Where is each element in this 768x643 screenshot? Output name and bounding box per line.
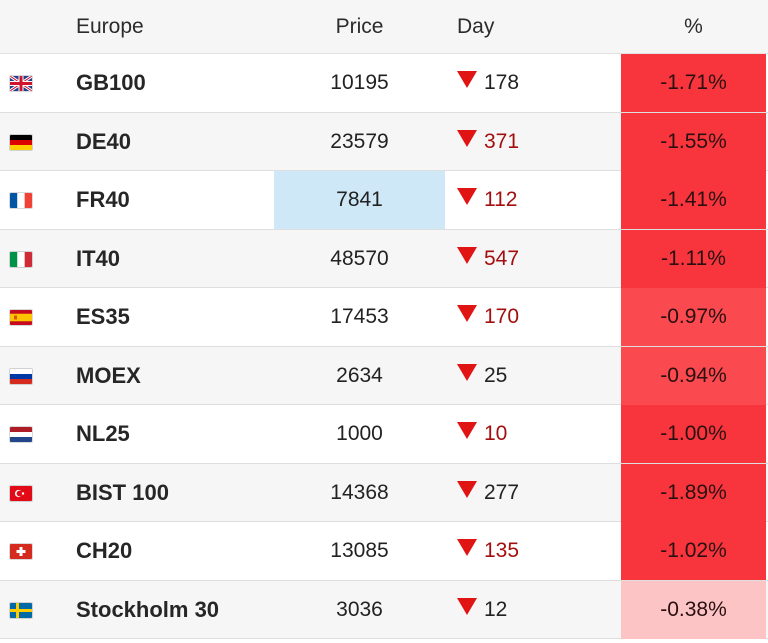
percent-header[interactable]: % [684, 15, 703, 38]
price-cell: 10195 [330, 71, 389, 94]
spain-flag-icon [10, 310, 32, 325]
table-row[interactable]: IT40 48570 547 -1.11% [0, 229, 768, 288]
percent-change-cell: -1.00% [621, 405, 766, 463]
day-change-cell: 178 [484, 71, 520, 94]
percent-change-cell: -1.89% [621, 463, 766, 522]
table-row[interactable]: BIST 100 14368 277 -1.89% [0, 463, 768, 522]
percent-change-cell: -0.38% [621, 580, 766, 639]
day-change-cell: 112 [484, 188, 518, 211]
percent-change-cell: -1.11% [621, 229, 766, 288]
price-header[interactable]: Price [335, 15, 384, 38]
down-arrow-icon [457, 480, 477, 498]
table-row[interactable]: DE40 23579 371 -1.55% [0, 112, 768, 171]
day-change-cell: 170 [484, 305, 520, 328]
table-row[interactable]: ES35 17453 170 -0.97% [0, 288, 768, 347]
day-change-cell: 25 [484, 363, 508, 387]
germany-flag-icon [10, 134, 32, 150]
table-row[interactable]: NL25 1000 10 -1.00% [0, 405, 768, 464]
day-change-header[interactable]: Day [457, 15, 495, 38]
index-name[interactable]: CH20 [76, 538, 133, 563]
switzerland-flag-icon [10, 544, 32, 559]
down-arrow-icon [457, 188, 477, 205]
down-arrow-icon [457, 597, 477, 615]
italy-flag-icon [10, 251, 32, 267]
table-row[interactable]: GB100 10195 178 -1.71% [0, 54, 768, 113]
down-arrow-icon [457, 363, 477, 381]
day-change-cell: 547 [484, 246, 520, 270]
price-cell: 2634 [336, 363, 383, 387]
price-cell: 23579 [330, 129, 389, 153]
down-arrow-icon [457, 305, 477, 322]
index-name[interactable]: Stockholm 30 [76, 596, 220, 622]
table-row[interactable]: MOEX 2634 25 -0.94% [0, 346, 768, 405]
percent-change-cell: -0.97% [621, 288, 766, 346]
day-change-cell: 135 [484, 539, 520, 562]
turkey-flag-icon [10, 485, 32, 501]
day-change-cell: 371 [484, 129, 520, 153]
region-header[interactable]: Europe [76, 15, 144, 38]
down-arrow-icon [457, 246, 477, 264]
down-arrow-icon [457, 129, 477, 147]
index-name[interactable]: IT40 [76, 245, 121, 271]
netherlands-flag-icon [10, 427, 32, 442]
table-row[interactable]: CH20 13085 135 -1.02% [0, 522, 768, 581]
index-name[interactable]: FR40 [76, 187, 130, 212]
price-cell: 7841 [274, 171, 445, 229]
index-name[interactable]: DE40 [76, 128, 132, 154]
price-cell: 48570 [330, 246, 389, 270]
table-row[interactable]: FR40 7841 112 -1.41% [0, 171, 768, 230]
table-row[interactable]: Stockholm 30 3036 12 -0.38% [0, 580, 768, 639]
index-name[interactable]: BIST 100 [76, 479, 169, 505]
percent-change-cell: -1.71% [621, 54, 766, 112]
day-change-cell: 10 [484, 422, 508, 445]
day-change-cell: 277 [484, 480, 520, 504]
percent-change-cell: -1.02% [621, 522, 766, 580]
price-cell: 13085 [330, 539, 389, 562]
index-name[interactable]: MOEX [76, 362, 141, 388]
down-arrow-icon [457, 71, 477, 88]
price-cell: 17453 [330, 305, 389, 328]
price-cell: 1000 [336, 422, 383, 445]
down-arrow-icon [457, 422, 477, 439]
percent-change-cell: -1.55% [621, 112, 766, 171]
percent-change-cell: -0.94% [621, 346, 766, 405]
table-header: Europe Price Day % [0, 0, 768, 54]
sweden-flag-icon [10, 602, 32, 618]
index-name[interactable]: GB100 [76, 70, 146, 95]
price-cell: 14368 [330, 480, 389, 504]
percent-change-cell: -1.41% [621, 171, 766, 229]
index-name[interactable]: ES35 [76, 304, 130, 329]
france-flag-icon [10, 193, 32, 208]
index-name[interactable]: NL25 [76, 421, 130, 446]
price-cell: 3036 [336, 597, 383, 621]
day-change-cell: 12 [484, 597, 508, 621]
russia-flag-icon [10, 368, 32, 384]
uk-flag-icon [10, 76, 32, 91]
down-arrow-icon [457, 539, 477, 556]
